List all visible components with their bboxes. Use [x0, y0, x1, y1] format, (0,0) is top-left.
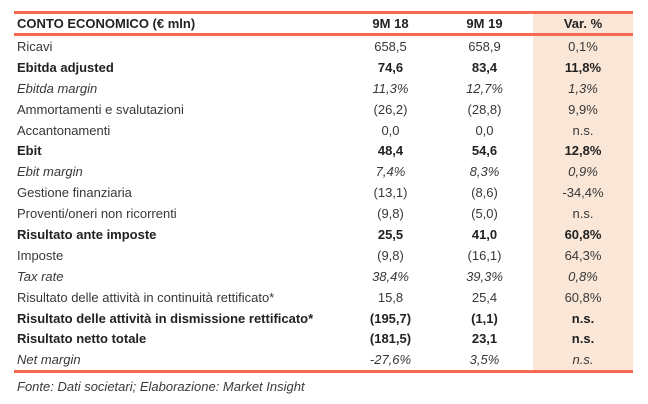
row-value-9m18: 658,5 [374, 38, 407, 54]
row-value-9m19: 41,0 [471, 226, 498, 242]
row-label: Ebit [17, 143, 42, 159]
income-statement-table: CONTO ECONOMICO (€ mln) 9M 18 9M 19 Var.… [14, 11, 633, 374]
row-value-9m19: 0,0 [475, 122, 494, 138]
row-value-var: 0,1% [533, 36, 633, 57]
row-value-9m18: (13,1) [373, 185, 408, 201]
table-row-proventi-oneri: Proventi/oneri non ricorrenti (9,8) (5,0… [14, 203, 633, 225]
row-value-9m19: (8,6) [471, 185, 498, 201]
row-value-9m18: 7,4% [375, 164, 406, 180]
row-value-var: 60,8% [533, 224, 633, 245]
row-value-9m18: (26,2) [373, 101, 408, 117]
table-row-net-margin: Net margin -27,6% 3,5% n.s. [14, 349, 633, 371]
row-value-9m18: 74,6 [377, 59, 404, 75]
row-value-9m18: 15,8 [377, 289, 404, 305]
row-value-9m18: 11,3% [372, 80, 409, 96]
row-value-9m19: 8,3% [469, 164, 500, 180]
row-value-var: 12,8% [533, 140, 633, 162]
row-label: Net margin [17, 352, 81, 368]
row-value-9m19: (1,1) [471, 310, 498, 326]
row-label: Gestione finanziaria [17, 185, 132, 201]
row-label: Accantonamenti [17, 122, 111, 138]
row-value-var: 64,3% [533, 244, 633, 266]
row-value-var: -34,4% [533, 182, 633, 204]
row-value-var: 9,9% [533, 98, 633, 120]
table-row-accantonamenti: Accantonamenti 0,0 0,0 n.s. [14, 119, 633, 141]
row-label: Proventi/oneri non ricorrenti [17, 206, 177, 222]
table-header-row: CONTO ECONOMICO (€ mln) 9M 18 9M 19 Var.… [14, 14, 633, 36]
row-label: Ebitda adjusted [17, 59, 114, 75]
row-value-9m19: 25,4 [471, 289, 498, 305]
row-value-9m19: 3,5% [469, 352, 500, 368]
row-value-var: n.s. [533, 328, 633, 350]
row-value-9m18: 48,4 [377, 143, 404, 159]
row-value-9m18: -27,6% [369, 352, 412, 368]
column-header-9m19: 9M 19 [466, 16, 503, 31]
row-value-9m19: 54,6 [471, 143, 498, 159]
source-note: Fonte: Dati societari; Elaborazione: Mar… [17, 379, 305, 394]
row-value-9m19: 23,1 [471, 331, 498, 347]
row-value-9m19: 12,7% [466, 80, 503, 96]
row-value-var: 60,8% [533, 286, 633, 308]
table-row-tax-rate: Tax rate 38,4% 39,3% 0,8% [14, 265, 633, 287]
row-value-var: n.s. [533, 307, 633, 329]
row-value-9m18: 38,4% [372, 268, 409, 284]
row-label: Imposte [17, 247, 64, 263]
table-row-ebit-margin: Ebit margin 7,4% 8,3% 0,9% [14, 161, 633, 183]
table-title: CONTO ECONOMICO (€ mln) [17, 16, 196, 31]
row-value-9m18: (195,7) [369, 310, 412, 326]
row-value-9m19: (16,1) [467, 247, 502, 263]
table-row-risultato-ante-imposte: Risultato ante imposte 25,5 41,0 60,8% [14, 224, 633, 245]
table-row-imposte: Imposte (9,8) (16,1) 64,3% [14, 244, 633, 266]
table-row-risultato-continuita: Risultato delle attività in continuità r… [14, 286, 633, 308]
table-row-ricavi: Ricavi 658,5 658,9 0,1% [14, 36, 633, 57]
row-label: Risultato delle attività in dismissione … [17, 310, 314, 326]
table-row-ammortamenti: Ammortamenti e svalutazioni (26,2) (28,8… [14, 98, 633, 120]
table-row-risultato-netto-totale: Risultato netto totale (181,5) 23,1 n.s. [14, 328, 633, 350]
row-label: Risultato delle attività in continuità r… [17, 289, 275, 305]
row-value-9m18: (181,5) [369, 331, 412, 347]
row-label: Ammortamenti e svalutazioni [17, 101, 184, 117]
row-value-9m19: 39,3% [466, 268, 503, 284]
row-value-9m19: (28,8) [467, 101, 502, 117]
row-value-9m18: (9,8) [377, 247, 404, 263]
row-label: Ebit margin [17, 164, 83, 180]
table-row-ebitda-adjusted: Ebitda adjusted 74,6 83,4 11,8% [14, 56, 633, 78]
row-value-var: 0,9% [533, 161, 633, 183]
row-label: Ebitda margin [17, 80, 98, 96]
row-value-9m19: 658,9 [468, 38, 501, 54]
table-row-ebitda-margin: Ebitda margin 11,3% 12,7% 1,3% [14, 77, 633, 99]
row-value-var: 11,8% [533, 56, 633, 78]
row-value-9m18: (9,8) [377, 206, 404, 222]
row-value-var: n.s. [533, 119, 633, 141]
row-value-9m19: 83,4 [471, 59, 498, 75]
row-label: Tax rate [17, 268, 64, 284]
row-label: Risultato netto totale [17, 331, 147, 347]
row-value-9m18: 0,0 [381, 122, 400, 138]
table-row-risultato-dismissione: Risultato delle attività in dismissione … [14, 307, 633, 329]
row-value-var: n.s. [533, 349, 633, 371]
row-value-9m18: 25,5 [377, 226, 404, 242]
row-value-var: 0,8% [533, 265, 633, 287]
row-value-9m19: (5,0) [471, 206, 498, 222]
table-row-ebit: Ebit 48,4 54,6 12,8% [14, 140, 633, 162]
row-value-var: n.s. [533, 203, 633, 225]
row-label: Ricavi [17, 38, 53, 54]
table-row-gestione-finanziaria: Gestione finanziaria (13,1) (8,6) -34,4% [14, 182, 633, 204]
column-header-var: Var. % [533, 14, 633, 33]
row-label: Risultato ante imposte [17, 226, 157, 242]
column-header-9m18: 9M 18 [372, 16, 409, 31]
row-value-var: 1,3% [533, 77, 633, 99]
